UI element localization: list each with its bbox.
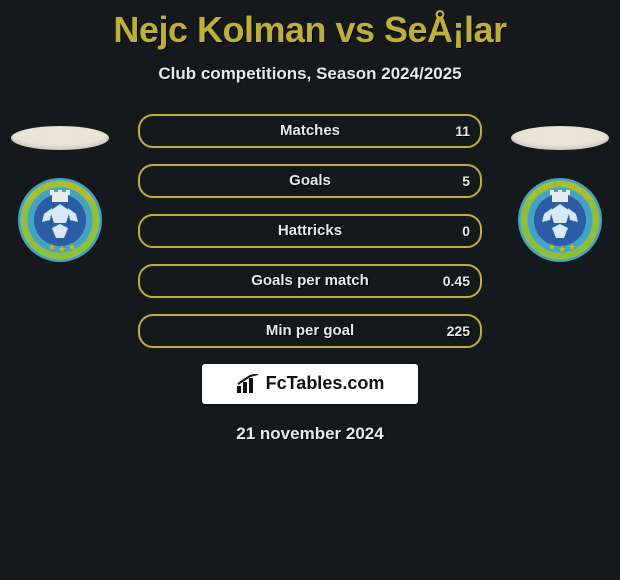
stat-label: Goals per match (140, 266, 480, 296)
stat-label: Goals (140, 166, 480, 196)
stat-right-value: 5 (452, 166, 480, 196)
stat-right-value: 0 (452, 216, 480, 246)
brand-chart-icon (236, 374, 260, 394)
footer-date: 21 november 2024 (0, 424, 620, 444)
brand-text: FcTables.com (266, 373, 385, 394)
svg-text:★: ★ (48, 242, 56, 252)
infographic-root: Nejc Kolman vs SeÅ¡lar Club competitions… (0, 0, 620, 580)
stat-label: Matches (140, 116, 480, 146)
stat-right-value: 225 (437, 316, 480, 346)
stat-bars: Matches11 Goals5 Hattricks0 Goals per match… (138, 114, 482, 348)
player-right-column: ★ ★ ★ NK CMC PUBLIKUM (500, 114, 620, 264)
stat-label: Min per goal (140, 316, 480, 346)
stat-bar: Hattricks0 (138, 214, 482, 248)
stat-label: Hattricks (140, 216, 480, 246)
svg-text:★: ★ (68, 242, 76, 252)
stat-bar: Goals5 (138, 164, 482, 198)
player-left-club-badge: ★ ★ ★ NK CMC PUBLIKUM (12, 176, 108, 264)
stat-bar: Goals per match0.45 (138, 264, 482, 298)
svg-text:★: ★ (558, 244, 566, 254)
stat-bar: Matches11 (138, 114, 482, 148)
svg-text:★: ★ (548, 242, 556, 252)
svg-text:★: ★ (58, 244, 66, 254)
stat-bar: Min per goal225 (138, 314, 482, 348)
content-row: ★ ★ ★ NK CMC PUBLIKUM ★ ★ ★ NK CMC PUBLI… (0, 114, 620, 444)
player-left-column: ★ ★ ★ NK CMC PUBLIKUM (0, 114, 120, 264)
stat-right-value: 11 (445, 116, 480, 146)
stat-right-value: 0.45 (433, 266, 480, 296)
page-subtitle: Club competitions, Season 2024/2025 (0, 64, 620, 84)
player-right-silhouette (511, 126, 609, 150)
svg-text:★: ★ (568, 242, 576, 252)
page-title: Nejc Kolman vs SeÅ¡lar (0, 0, 620, 50)
brand-box: FcTables.com (202, 364, 418, 404)
player-left-silhouette (11, 126, 109, 150)
player-right-club-badge: ★ ★ ★ NK CMC PUBLIKUM (512, 176, 608, 264)
